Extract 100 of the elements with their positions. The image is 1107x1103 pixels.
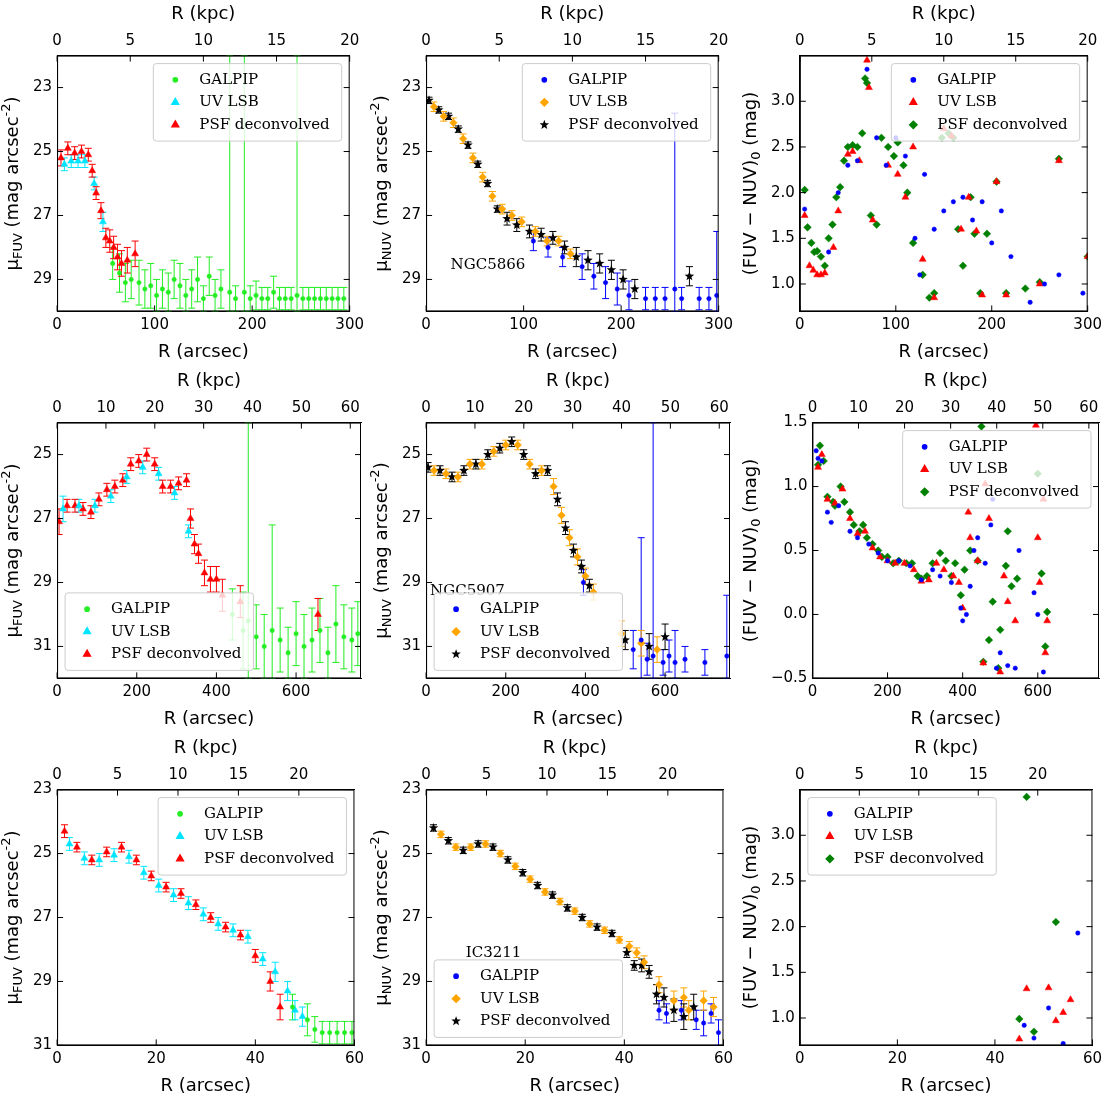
legend-label: PSF deconvolved [568, 114, 700, 133]
x-tick-label: 200 [237, 315, 267, 334]
legend-label: GALPIP [111, 599, 170, 618]
x2-tick-label: 40 [242, 398, 263, 417]
legend-label: PSF deconvolved [199, 114, 331, 133]
x2-tick-label: 15 [1006, 31, 1026, 50]
y-axis-title: μFUV (mag arcsec-2) [0, 830, 25, 1005]
y-tick-label: 0.5 [783, 540, 808, 559]
y-tick-label: 31 [401, 1035, 422, 1054]
x2-tick-label: 0 [421, 765, 431, 784]
y-tick-label: 1.0 [771, 1007, 795, 1026]
x-tick-label: 200 [122, 682, 152, 701]
legend-label: GALPIP [948, 436, 1008, 455]
x-tick-label: 40 [985, 1049, 1005, 1068]
x-tick-label: 200 [491, 682, 521, 701]
y-tick-label: 29 [401, 572, 422, 591]
y-axis-title: μNUV (mag arcsec-2) [367, 462, 394, 639]
x-tick-label: 60 [344, 1049, 364, 1068]
y-tick-label: 0.0 [783, 604, 808, 623]
y-tick-label: 31 [401, 636, 422, 655]
x-tick-label: 0 [421, 682, 431, 701]
x2-tick-label: 10 [848, 398, 869, 417]
y-tick-label: 1.5 [783, 412, 808, 431]
x-tick-label: 0 [52, 682, 62, 701]
annotation: IC3211 [465, 943, 522, 962]
x2-tick-label: 0 [52, 765, 62, 784]
x2-tick-label: 30 [941, 398, 961, 417]
legend-label: PSF deconvolved [204, 848, 335, 867]
legend-label: UV LSB [853, 826, 914, 845]
y-tick-label: 29 [401, 971, 422, 990]
x-tick-label: 20 [515, 1049, 535, 1068]
y-axis-title: μFUV (mag arcsec-2) [0, 96, 25, 271]
x2-tick-label: 60 [709, 398, 729, 417]
y-tick-label: 1.0 [771, 273, 795, 292]
x2-tick-label: 10 [537, 765, 557, 784]
x2-tick-label: 15 [635, 31, 656, 50]
x-axis-title: R (arcsec) [532, 706, 624, 728]
x-tick-label: 20 [887, 1049, 907, 1068]
x-tick-label: 40 [245, 1049, 265, 1068]
y-tick-label: −0.5 [770, 668, 808, 687]
x-tick-label: 0 [52, 315, 62, 334]
y-tick-label: 29 [32, 572, 53, 591]
x2-tick-label: 20 [895, 398, 915, 417]
x2-tick-label: 5 [867, 31, 877, 50]
x2-tick-label: 5 [112, 765, 123, 784]
legend-label: GALPIP [199, 69, 259, 88]
y-tick-label: 23 [401, 779, 422, 798]
x2-tick-label: 30 [194, 398, 214, 417]
x2-axis-title: R (kpc) [914, 736, 979, 758]
y-tick-label: 25 [32, 141, 53, 160]
x2-tick-label: 0 [807, 398, 818, 417]
x2-tick-label: 5 [494, 31, 505, 50]
x-tick-label: 0 [795, 315, 805, 334]
x2-tick-label: 20 [1028, 765, 1048, 784]
x2-tick-label: 0 [52, 31, 62, 50]
x-tick-label: 100 [140, 315, 169, 334]
legend-label: GALPIP [480, 966, 539, 985]
x-axis-title: R (arcsec) [527, 339, 618, 361]
y-axis-title: μNUV (mag arcsec-2) [367, 829, 394, 1006]
x-tick-label: 400 [948, 682, 977, 701]
y-tick-label: 27 [401, 508, 422, 527]
x2-tick-label: 50 [291, 398, 311, 417]
x2-axis-title: R (kpc) [546, 369, 611, 391]
y-tick-label: 29 [32, 971, 53, 990]
x2-tick-label: 10 [168, 765, 188, 784]
y-tick-label: 2.5 [771, 136, 795, 155]
y-tick-label: 27 [32, 205, 53, 224]
y-tick-label: 23 [401, 77, 422, 96]
x2-tick-label: 5 [854, 765, 865, 784]
x2-tick-label: 60 [1079, 398, 1099, 417]
x2-tick-label: 50 [1033, 398, 1053, 417]
x-tick-label: 300 [335, 315, 365, 334]
x2-tick-label: 10 [562, 31, 582, 50]
y-tick-label: 1.0 [783, 476, 808, 495]
x2-tick-label: 20 [289, 765, 309, 784]
y-axis-title: (FUV − NUV)0 (mag) [738, 825, 763, 1010]
y-tick-label: 27 [401, 205, 422, 224]
y-tick-label: 1.5 [771, 962, 795, 981]
y-tick-label: 29 [401, 269, 422, 288]
x-tick-label: 600 [281, 682, 311, 701]
x-axis-title: R (arcsec) [163, 706, 255, 728]
x2-tick-label: 15 [228, 765, 248, 784]
legend-label: PSF deconvolved [111, 644, 242, 663]
legend-label: PSF deconvolved [853, 848, 985, 867]
x-tick-label: 200 [606, 315, 636, 334]
x2-tick-label: 20 [1078, 31, 1098, 50]
x-tick-label: 0 [421, 315, 431, 334]
x2-tick-label: 60 [340, 398, 360, 417]
x-axis-title: R (arcsec) [158, 339, 249, 361]
x2-tick-label: 0 [421, 31, 431, 50]
x-tick-label: 600 [650, 682, 680, 701]
x2-axis-title: R (kpc) [173, 736, 238, 758]
x2-tick-label: 0 [795, 31, 805, 50]
legend-label: UV LSB [111, 621, 171, 640]
x-tick-label: 200 [873, 682, 902, 701]
y-axis-title: μNUV (mag arcsec-2) [367, 95, 394, 272]
y-axis-title: (FUV − NUV)0 (mag) [738, 91, 763, 276]
y-tick-label: 25 [32, 444, 53, 463]
legend-label: GALPIP [568, 69, 628, 88]
x2-tick-label: 30 [563, 398, 583, 417]
